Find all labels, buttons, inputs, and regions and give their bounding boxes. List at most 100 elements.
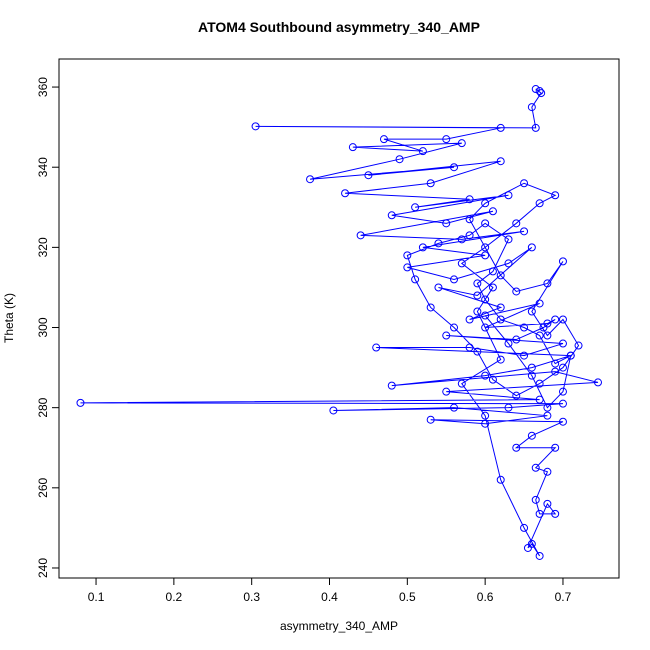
y-tick-label: 260: [36, 477, 50, 497]
data-point: [488, 207, 497, 216]
data-point: [531, 463, 540, 472]
data-point: [558, 315, 567, 324]
data-point: [348, 143, 357, 152]
data-point: [551, 509, 560, 518]
y-tick-label: 280: [36, 397, 50, 417]
data-point: [566, 351, 575, 360]
data-point: [341, 189, 350, 198]
data-point: [520, 323, 529, 332]
data-point: [442, 331, 451, 340]
data-point: [426, 303, 435, 312]
data-point: [387, 381, 396, 390]
data-point: [558, 399, 567, 408]
data-point: [543, 411, 552, 420]
data-point: [356, 231, 365, 240]
data-point: [543, 279, 552, 288]
data-point: [496, 475, 505, 484]
data-point: [512, 287, 521, 296]
data-point: [473, 279, 482, 288]
data-point: [527, 431, 536, 440]
data-point: [527, 243, 536, 252]
data-point: [496, 303, 505, 312]
data-point: [450, 403, 459, 412]
data-point: [551, 359, 560, 368]
data-point: [543, 467, 552, 476]
data-point: [535, 379, 544, 388]
y-tick-label: 340: [36, 157, 50, 177]
data-point: [535, 331, 544, 340]
data-point: [535, 395, 544, 404]
data-point: [450, 323, 459, 332]
data-point: [551, 367, 560, 376]
data-point: [403, 251, 412, 260]
data-point: [527, 371, 536, 380]
data-point: [535, 299, 544, 308]
data-point: [364, 171, 373, 180]
data-point: [537, 89, 546, 98]
data-point: [535, 199, 544, 208]
data-point: [465, 231, 474, 240]
y-tick-label: 360: [36, 77, 50, 97]
data-point: [387, 211, 396, 220]
data-point: [481, 411, 490, 420]
data-point: [481, 371, 490, 380]
data-point: [527, 103, 536, 112]
data-point: [531, 495, 540, 504]
data-point: [426, 179, 435, 188]
data-point: [535, 87, 544, 96]
y-tick-label: 320: [36, 237, 50, 257]
y-tick-label: 240: [36, 558, 50, 578]
data-point: [481, 199, 490, 208]
data-point: [543, 331, 552, 340]
data-point: [551, 315, 560, 324]
data-point: [329, 406, 338, 415]
data-point: [411, 203, 420, 212]
data-point: [543, 403, 552, 412]
data-point: [558, 339, 567, 348]
x-tick-label: 0.3: [243, 590, 260, 604]
data-point: [551, 443, 560, 452]
x-tick-label: 0.6: [477, 590, 494, 604]
data-point: [465, 343, 474, 352]
data-point: [520, 351, 529, 360]
data-point: [395, 155, 404, 164]
data-point: [418, 243, 427, 252]
data-point: [411, 275, 420, 284]
data-point: [527, 307, 536, 316]
data-point: [306, 175, 315, 184]
data-point: [426, 415, 435, 424]
data-point: [434, 283, 443, 292]
data-point: [512, 335, 521, 344]
data-point: [520, 179, 529, 188]
x-tick-label: 0.5: [399, 590, 416, 604]
data-point: [488, 283, 497, 292]
data-point: [473, 307, 482, 316]
data-point: [543, 499, 552, 508]
data-point: [535, 551, 544, 560]
data-point: [457, 379, 466, 388]
chart-title: ATOM4 Southbound asymmetry_340_AMP: [198, 19, 480, 35]
data-point: [418, 147, 427, 156]
data-point: [442, 135, 451, 144]
data-point: [535, 509, 544, 518]
data-point: [379, 135, 388, 144]
data-point: [442, 387, 451, 396]
data-point: [531, 123, 540, 132]
data-point: [558, 387, 567, 396]
data-point: [520, 523, 529, 532]
data-point: [512, 443, 521, 452]
data-point: [457, 235, 466, 244]
data-point: [504, 339, 513, 348]
data-point: [481, 311, 490, 320]
data-point: [251, 122, 260, 131]
data-point: [558, 363, 567, 372]
data-point: [512, 219, 521, 228]
data-point: [465, 215, 474, 224]
data-point: [558, 257, 567, 266]
data-point: [481, 219, 490, 228]
data-point: [504, 191, 513, 200]
data-point: [450, 275, 459, 284]
data-point: [496, 271, 505, 280]
